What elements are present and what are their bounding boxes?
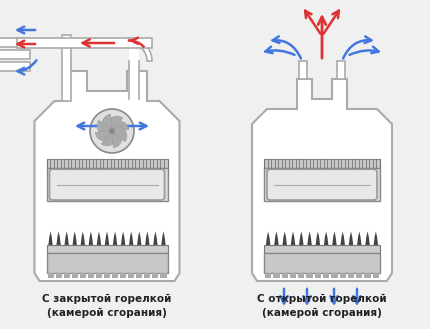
Polygon shape xyxy=(348,231,354,250)
Polygon shape xyxy=(282,231,288,250)
Wedge shape xyxy=(101,130,117,146)
Bar xyxy=(144,273,150,278)
Polygon shape xyxy=(96,231,102,250)
Bar xyxy=(265,273,271,278)
Bar xyxy=(46,168,168,201)
Bar xyxy=(331,273,338,278)
Polygon shape xyxy=(80,231,86,250)
Polygon shape xyxy=(252,79,392,281)
Polygon shape xyxy=(315,231,321,250)
Bar xyxy=(46,245,168,252)
Bar xyxy=(264,245,380,252)
Polygon shape xyxy=(356,231,362,250)
Bar xyxy=(104,273,110,278)
Bar xyxy=(348,273,354,278)
Bar xyxy=(0,38,30,47)
Polygon shape xyxy=(64,231,70,250)
Polygon shape xyxy=(88,231,94,250)
Bar xyxy=(323,273,329,278)
Bar xyxy=(298,273,304,278)
Polygon shape xyxy=(129,38,152,61)
Bar xyxy=(128,273,134,278)
Bar xyxy=(282,273,288,278)
Polygon shape xyxy=(104,231,110,250)
Wedge shape xyxy=(107,116,123,132)
Polygon shape xyxy=(153,231,158,250)
Bar xyxy=(129,43,139,101)
Bar xyxy=(0,50,30,59)
Polygon shape xyxy=(72,231,77,250)
Bar xyxy=(340,273,346,278)
Bar xyxy=(120,273,126,278)
FancyBboxPatch shape xyxy=(267,169,377,200)
Polygon shape xyxy=(373,231,379,250)
Bar xyxy=(356,273,362,278)
Bar xyxy=(365,273,371,278)
Text: С закрытой горелкой: С закрытой горелкой xyxy=(42,294,172,304)
Polygon shape xyxy=(56,231,61,250)
Bar xyxy=(64,273,70,278)
Bar xyxy=(112,273,118,278)
Polygon shape xyxy=(323,231,329,250)
Bar xyxy=(160,273,166,278)
Bar xyxy=(80,273,86,278)
Bar xyxy=(47,273,54,278)
Polygon shape xyxy=(365,231,371,250)
Polygon shape xyxy=(307,231,313,250)
Bar xyxy=(315,273,321,278)
Bar xyxy=(299,61,307,79)
Wedge shape xyxy=(111,126,127,142)
Polygon shape xyxy=(120,231,126,250)
Bar xyxy=(0,62,30,71)
Polygon shape xyxy=(129,231,134,250)
Text: (камерой сгорания): (камерой сгорания) xyxy=(47,308,167,318)
Bar xyxy=(62,35,71,101)
Polygon shape xyxy=(136,231,142,250)
Bar xyxy=(136,273,142,278)
Polygon shape xyxy=(265,231,271,250)
Polygon shape xyxy=(332,231,337,250)
Polygon shape xyxy=(273,231,280,250)
Text: С открытой горелкой: С открытой горелкой xyxy=(257,294,387,304)
Bar xyxy=(55,273,61,278)
Circle shape xyxy=(90,109,134,153)
Bar xyxy=(264,168,380,201)
Bar xyxy=(17,38,152,48)
Bar xyxy=(307,273,313,278)
Polygon shape xyxy=(112,231,118,250)
Polygon shape xyxy=(34,71,179,281)
Text: (камерой сгорания): (камерой сгорания) xyxy=(262,308,382,318)
Bar xyxy=(290,273,296,278)
Wedge shape xyxy=(97,120,113,136)
Bar xyxy=(72,273,78,278)
Polygon shape xyxy=(161,231,166,250)
Bar xyxy=(264,252,380,273)
Wedge shape xyxy=(112,128,122,148)
FancyBboxPatch shape xyxy=(49,169,165,200)
Bar xyxy=(96,273,102,278)
Wedge shape xyxy=(95,131,115,141)
Bar xyxy=(46,159,168,168)
Bar xyxy=(337,61,345,79)
Bar xyxy=(152,273,158,278)
Bar xyxy=(273,273,280,278)
Wedge shape xyxy=(102,114,112,134)
Wedge shape xyxy=(109,121,129,131)
Bar xyxy=(88,273,94,278)
Polygon shape xyxy=(340,231,346,250)
Polygon shape xyxy=(144,231,150,250)
Circle shape xyxy=(109,128,115,134)
Bar xyxy=(46,252,168,273)
Bar xyxy=(264,159,380,168)
Polygon shape xyxy=(298,231,304,250)
Bar xyxy=(373,273,379,278)
Polygon shape xyxy=(48,231,53,250)
Polygon shape xyxy=(290,231,296,250)
